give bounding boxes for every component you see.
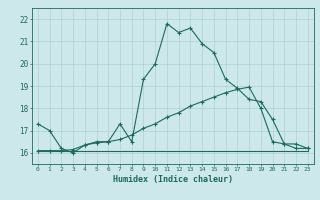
X-axis label: Humidex (Indice chaleur): Humidex (Indice chaleur) [113,175,233,184]
